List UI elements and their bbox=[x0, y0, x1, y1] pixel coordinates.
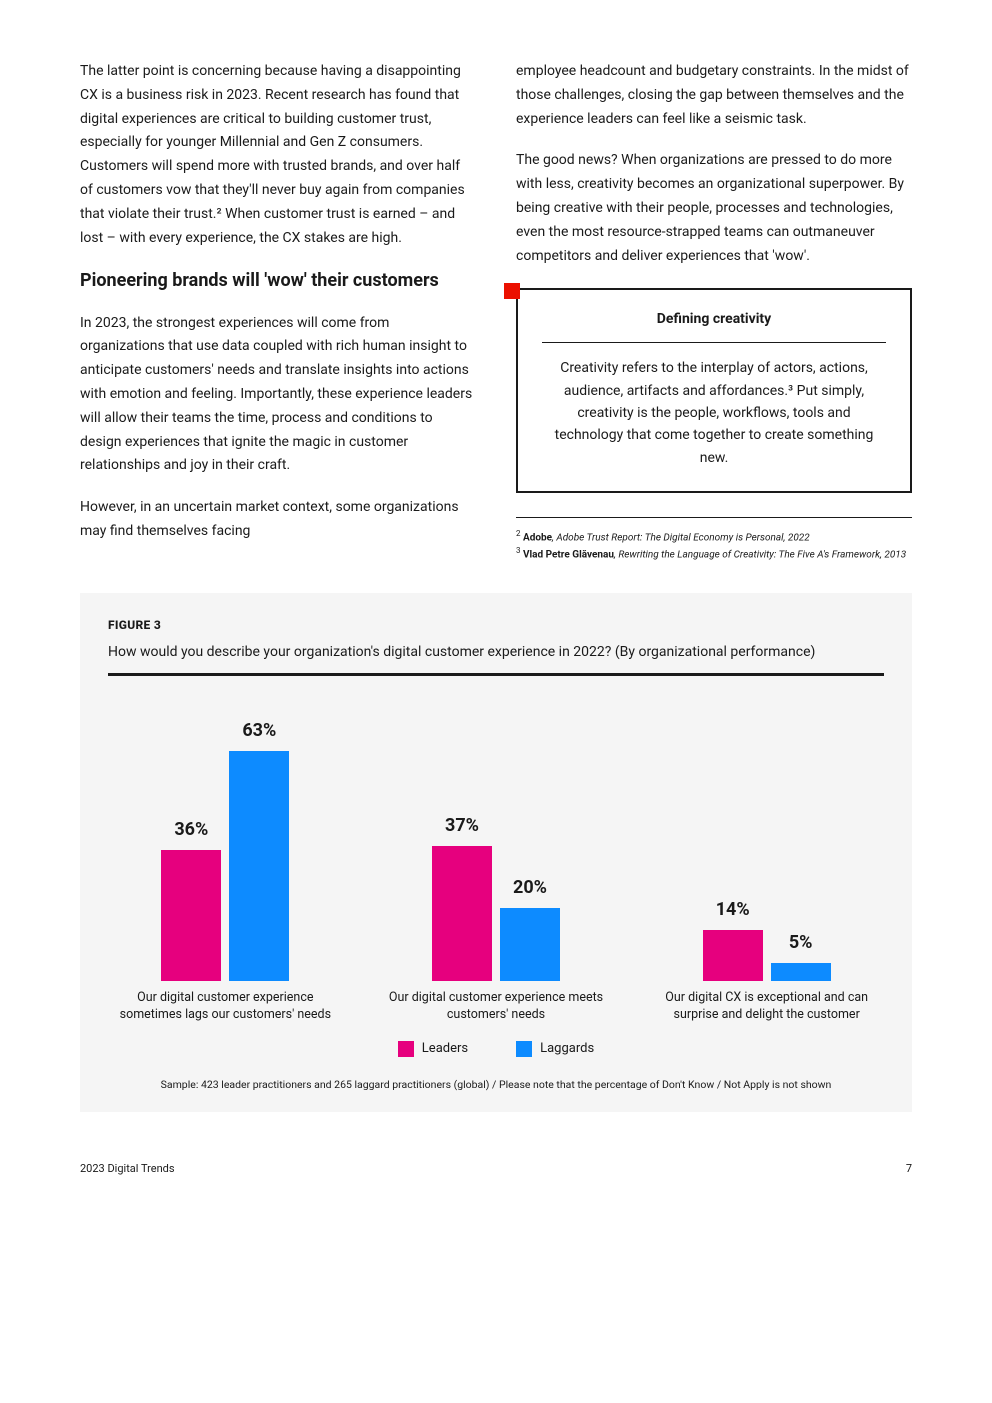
page-footer: 2023 Digital Trends 7 bbox=[80, 1160, 912, 1179]
page: The latter point is concerning because h… bbox=[0, 0, 992, 1209]
ref-sup: 3 bbox=[516, 546, 521, 555]
bar-pair: 14% 5% bbox=[649, 721, 884, 981]
bar-laggards: 20% bbox=[500, 873, 560, 981]
reference-item: 3 Vlad Petre Glăvenau, Rewriting the Lan… bbox=[516, 545, 912, 562]
footer-left: 2023 Digital Trends bbox=[80, 1160, 175, 1179]
legend-item-laggards: Laggards bbox=[516, 1038, 594, 1060]
legend-label: Laggards bbox=[540, 1038, 594, 1060]
bar-leaders: 36% bbox=[161, 815, 221, 981]
figure-3: FIGURE 3 How would you describe your org… bbox=[80, 593, 912, 1112]
category-label: Our digital CX is exceptional and can su… bbox=[649, 981, 884, 1024]
body-paragraph: The good news? When organizations are pr… bbox=[516, 149, 912, 268]
swatch-laggards bbox=[516, 1041, 532, 1057]
swatch-leaders bbox=[398, 1041, 414, 1057]
bar-leaders: 37% bbox=[432, 811, 492, 981]
bar-laggards: 5% bbox=[771, 928, 831, 981]
body-paragraph: However, in an uncertain market context,… bbox=[80, 496, 476, 544]
figure-rule bbox=[108, 673, 884, 676]
right-column: employee headcount and budgetary constra… bbox=[516, 60, 912, 563]
bar-value-label: 20% bbox=[513, 873, 547, 904]
ref-source: Vlad Petre Glăvenau bbox=[523, 550, 614, 561]
bar-leaders: 14% bbox=[703, 895, 763, 981]
category-label: Our digital customer experience meets cu… bbox=[379, 981, 614, 1024]
bar bbox=[771, 963, 831, 981]
ref-title: , Rewriting the Language of Creativity: … bbox=[614, 550, 906, 561]
category-label: Our digital customer experience sometime… bbox=[108, 981, 343, 1024]
chart-group: 14% 5% Our digital CX is exceptional and c… bbox=[649, 721, 884, 1024]
bar-value-label: 5% bbox=[789, 928, 813, 959]
legend-label: Leaders bbox=[422, 1038, 468, 1060]
bar bbox=[500, 908, 560, 981]
references: 2 Adobe, Adobe Trust Report: The Digital… bbox=[516, 517, 912, 563]
body-paragraph: The latter point is concerning because h… bbox=[80, 60, 476, 250]
two-column-layout: The latter point is concerning because h… bbox=[80, 60, 912, 563]
body-paragraph: employee headcount and budgetary constra… bbox=[516, 60, 912, 131]
section-heading: Pioneering brands will 'wow' their custo… bbox=[80, 268, 476, 293]
chart-legend: Leaders Laggards bbox=[108, 1038, 884, 1060]
callout-box: Defining creativity Creativity refers to… bbox=[516, 288, 912, 493]
bar bbox=[432, 846, 492, 981]
bar bbox=[229, 751, 289, 981]
bar bbox=[161, 850, 221, 981]
chart-group: 36%63%Our digital customer experience so… bbox=[108, 721, 343, 1024]
callout-title: Defining creativity bbox=[542, 308, 886, 343]
bar-value-label: 37% bbox=[445, 811, 479, 842]
bar-laggards: 63% bbox=[229, 716, 289, 981]
figure-question: How would you describe your organization… bbox=[108, 641, 884, 665]
bar bbox=[703, 930, 763, 981]
bar-pair: 37% 20% bbox=[379, 721, 614, 981]
chart-group: 37% 20% Our digital customer experience me… bbox=[379, 721, 614, 1024]
callout-frame: Defining creativity Creativity refers to… bbox=[516, 288, 912, 493]
figure-label: FIGURE 3 bbox=[108, 615, 884, 635]
ref-title: , Adobe Trust Report: The Digital Econom… bbox=[552, 532, 810, 543]
bar-value-label: 36% bbox=[174, 815, 208, 846]
body-paragraph: In 2023, the strongest experiences will … bbox=[80, 312, 476, 479]
bar-value-label: 63% bbox=[242, 716, 276, 747]
sample-note: Sample: 423 leader practitioners and 265… bbox=[108, 1076, 884, 1094]
left-column: The latter point is concerning because h… bbox=[80, 60, 476, 563]
page-number: 7 bbox=[906, 1160, 912, 1179]
bar-value-label: 14% bbox=[716, 895, 750, 926]
callout-accent-square bbox=[504, 283, 520, 299]
reference-item: 2 Adobe, Adobe Trust Report: The Digital… bbox=[516, 528, 912, 545]
ref-source: Adobe bbox=[523, 532, 552, 543]
ref-sup: 2 bbox=[516, 529, 521, 538]
bar-pair: 36%63% bbox=[108, 721, 343, 981]
callout-body: Creativity refers to the interplay of ac… bbox=[542, 357, 886, 469]
bar-chart: 36%63%Our digital customer experience so… bbox=[108, 694, 884, 1024]
legend-item-leaders: Leaders bbox=[398, 1038, 468, 1060]
